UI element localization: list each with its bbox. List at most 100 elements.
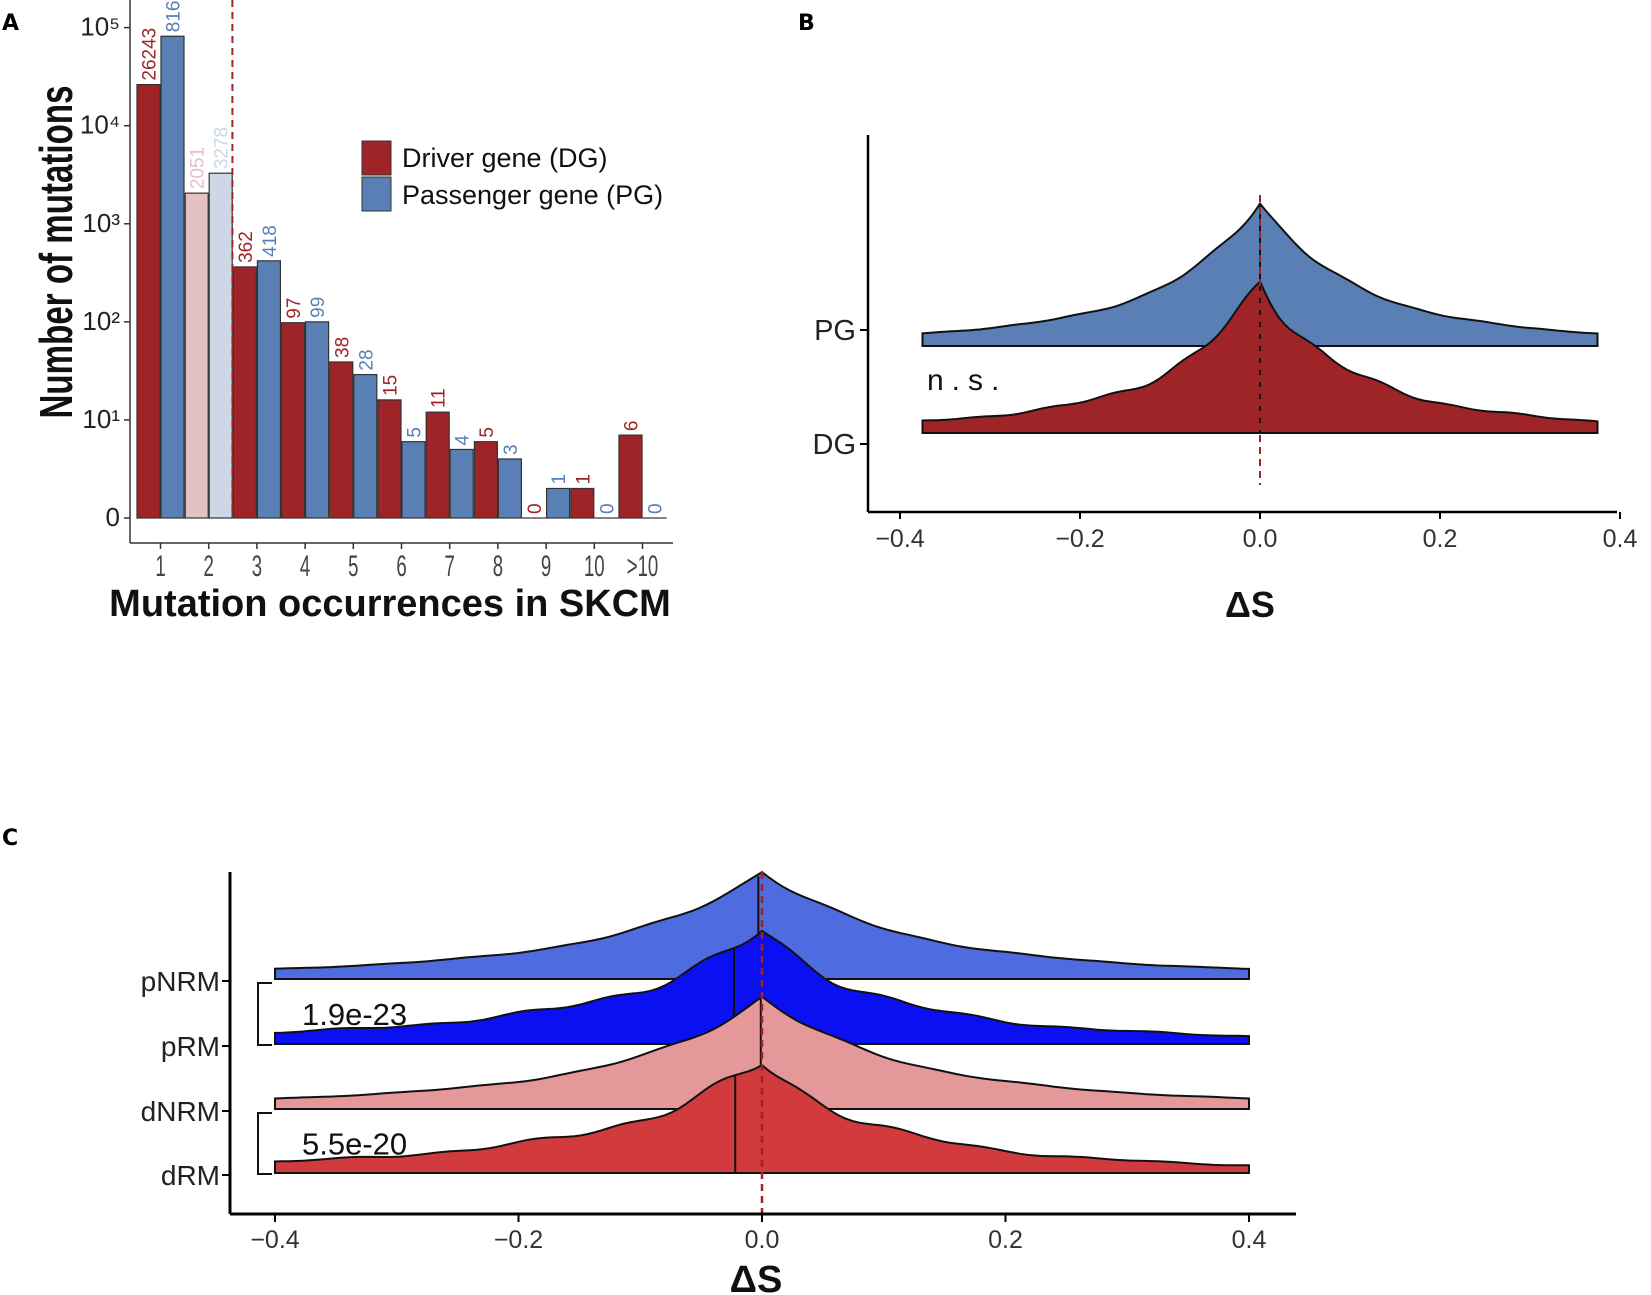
data-label-passenger-1: 81695 (164, 0, 185, 32)
data-label-passenger-2: 3278 (212, 127, 233, 169)
data-label-passenger-4: 99 (308, 297, 329, 318)
panel-b-x-axis-label: ΔS (1225, 584, 1275, 625)
panel-b-x-ticks: −0.4 −0.2 0.0 0.2 0.4 (875, 512, 1637, 553)
data-label-driver-2: 2051 (188, 147, 209, 189)
bar-passenger-2 (208, 172, 233, 519)
legend-label-driver: Driver gene (DG) (402, 143, 608, 173)
data-label-driver-5: 38 (332, 337, 353, 358)
panel-a-x-axis-label: Mutation occurrences in SKCM (109, 583, 671, 625)
panel-c-x-ticks: −0.4 −0.2 0.0 0.2 0.4 (250, 1214, 1266, 1254)
data-label-passenger-6: 5 (405, 427, 426, 438)
row-label-drm: dRM (161, 1160, 220, 1191)
panel-letter-a: A (2, 11, 19, 36)
x-tick-label: 3 (252, 550, 262, 584)
row-label-dg: DG (813, 429, 857, 461)
y-tick-label: 10³ (82, 208, 120, 238)
legend-label-passenger: Passenger gene (PG) (402, 180, 663, 210)
data-label-driver-7: 11 (429, 388, 450, 408)
x-tick-label: 0.2 (1423, 525, 1458, 553)
data-label-passenger-3: 418 (260, 225, 281, 257)
legend-swatch-passenger (361, 176, 392, 212)
panel-b-row-labels: PG DG (813, 315, 868, 461)
bar-driver-2 (184, 192, 209, 519)
bar-passenger-1 (160, 35, 185, 519)
panel-a-bars (136, 35, 667, 519)
bar-driver-6 (377, 399, 402, 519)
panel-c-ridgeline: −0.4 −0.2 0.0 0.2 0.4 pNRM pRM dNRM dRM 1.9e-23… (141, 870, 1296, 1295)
bar-driver-7 (425, 411, 450, 519)
panel-a-x-ticks: 1 2 3 4 5 6 7 8 9 10 >10 (155, 543, 658, 583)
data-label-passenger-10: 0 (597, 503, 618, 514)
x-tick-label: 6 (396, 550, 406, 584)
row-label-pnrm: pNRM (141, 966, 220, 997)
data-label-driver-8: 5 (477, 427, 498, 438)
y-tick-label: 10¹ (82, 404, 120, 434)
panel-c-x-axis-label: ΔS (730, 1259, 783, 1295)
y-tick-label: 10² (82, 306, 120, 336)
data-label-driver-9: 0 (525, 503, 546, 514)
panel-b-annotation: n.s. (927, 364, 1007, 397)
x-tick-label: 2 (204, 550, 214, 584)
row-label-prm: pRM (161, 1031, 220, 1062)
x-tick-label: −0.4 (250, 1226, 299, 1254)
bar-passenger-5 (353, 373, 378, 519)
x-tick-label: −0.2 (494, 1226, 543, 1254)
bar-driver-4 (281, 322, 306, 519)
panel-a-y-axis-label: Number of mutations (32, 85, 82, 418)
x-tick-label: 1 (155, 550, 165, 584)
x-tick-label: −0.4 (875, 525, 924, 553)
data-label-driver-6: 15 (381, 375, 402, 396)
panel-letter-b: B (798, 11, 815, 36)
x-tick-label: 0.2 (988, 1226, 1023, 1254)
panel-a-legend: Driver gene (DG) Passenger gene (PG) (361, 140, 663, 212)
bar-passenger-3 (256, 260, 281, 519)
ridge-prm (274, 929, 1250, 1045)
y-tick-label: 10⁴ (80, 110, 120, 140)
panel-c-row-labels: pNRM pRM dNRM dRM (141, 966, 230, 1191)
x-tick-label: 0.0 (1243, 525, 1278, 553)
x-tick-label: −0.2 (1055, 525, 1104, 553)
data-label-passenger-5: 28 (356, 349, 377, 370)
data-label-driver-gt10: 6 (622, 421, 643, 432)
data-label-passenger-7: 4 (453, 434, 474, 445)
x-tick-label: 0.0 (745, 1226, 780, 1254)
y-tick-label: 10⁵ (80, 12, 120, 42)
x-tick-label: 4 (300, 550, 310, 584)
panel-letter-c: C (2, 826, 18, 851)
bar-driver-10 (570, 487, 595, 519)
bar-driver-1 (136, 83, 161, 519)
x-tick-label: 0.4 (1603, 525, 1638, 553)
bar-driver-8 (473, 441, 498, 519)
data-label-driver-4: 97 (284, 298, 305, 319)
x-tick-label: 0.4 (1232, 1226, 1267, 1254)
comparison-bracket (257, 982, 272, 1046)
x-tick-label: 9 (541, 550, 551, 584)
panel-c-comparison-brackets: 1.9e-23 5.5e-20 (257, 982, 407, 1175)
panel-a-y-ticks: 0 10¹ 10² 10³ 10⁴ 10⁵ (80, 12, 130, 532)
bar-passenger-6 (401, 441, 426, 519)
p-value-label: 1.9e-23 (302, 997, 407, 1032)
data-label-driver-10: 1 (573, 474, 594, 485)
y-tick-label: 0 (106, 502, 120, 532)
p-value-label: 5.5e-20 (302, 1127, 407, 1162)
bar-driver-5 (329, 361, 354, 519)
x-tick-label: >10 (627, 550, 659, 584)
ridge-drm (274, 1064, 1250, 1174)
data-label-passenger-9: 1 (549, 474, 570, 485)
data-label-driver-3: 362 (236, 231, 257, 263)
legend-swatch-driver (361, 140, 392, 176)
x-tick-label: 7 (445, 550, 455, 584)
x-tick-label: 5 (348, 550, 358, 584)
bar-passenger-7 (449, 448, 474, 519)
x-tick-label: 10 (584, 550, 605, 584)
bar-passenger-4 (305, 321, 330, 519)
data-label-passenger-8: 3 (501, 444, 522, 455)
bar-driver-gt10 (618, 434, 643, 519)
comparison-bracket (257, 1112, 272, 1175)
row-label-dnrm: dNRM (141, 1096, 220, 1127)
panel-b-ridgeline: −0.4 −0.2 0.0 0.2 0.4 PG DG n.s. ΔS (813, 135, 1637, 625)
bar-passenger-8 (497, 458, 522, 519)
